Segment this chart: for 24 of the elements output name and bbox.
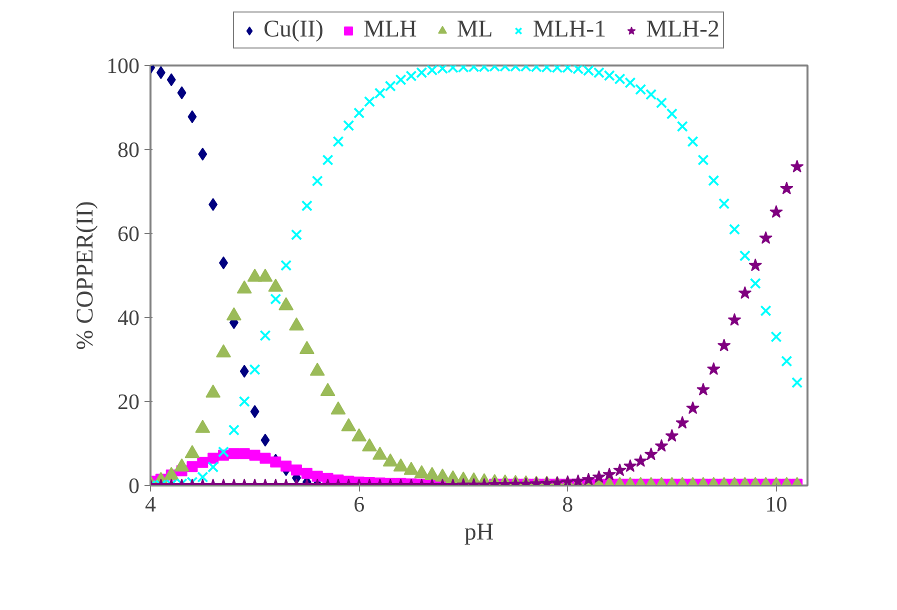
legend-label: ML xyxy=(456,16,493,44)
x-axis-title: pH xyxy=(464,520,494,546)
y-tick-label: 40 xyxy=(118,305,140,330)
point xyxy=(188,110,197,124)
x-tick-label: 10 xyxy=(765,492,788,516)
point xyxy=(208,198,218,212)
legend-label: MLH xyxy=(363,16,417,44)
y-axis-title: % COPPER(II) xyxy=(72,201,98,350)
legend-label: Cu(II) xyxy=(264,16,324,44)
y-tick-label: 20 xyxy=(118,389,140,414)
y-tick-label: 80 xyxy=(118,137,140,162)
x-tick-label: 6 xyxy=(354,492,365,516)
legend-label: MLH-2 xyxy=(646,16,720,44)
legend-label: MLH-1 xyxy=(532,16,606,44)
x-tick-label: 4 xyxy=(145,492,156,516)
y-tick-label: 0 xyxy=(128,473,140,498)
point xyxy=(156,66,166,80)
point xyxy=(177,86,186,100)
y-tick-label: 60 xyxy=(118,221,140,246)
point xyxy=(198,148,208,161)
point xyxy=(240,364,249,378)
point xyxy=(166,73,176,86)
y-tick-label: 100 xyxy=(106,53,140,78)
x-tick-label: 8 xyxy=(562,492,574,516)
